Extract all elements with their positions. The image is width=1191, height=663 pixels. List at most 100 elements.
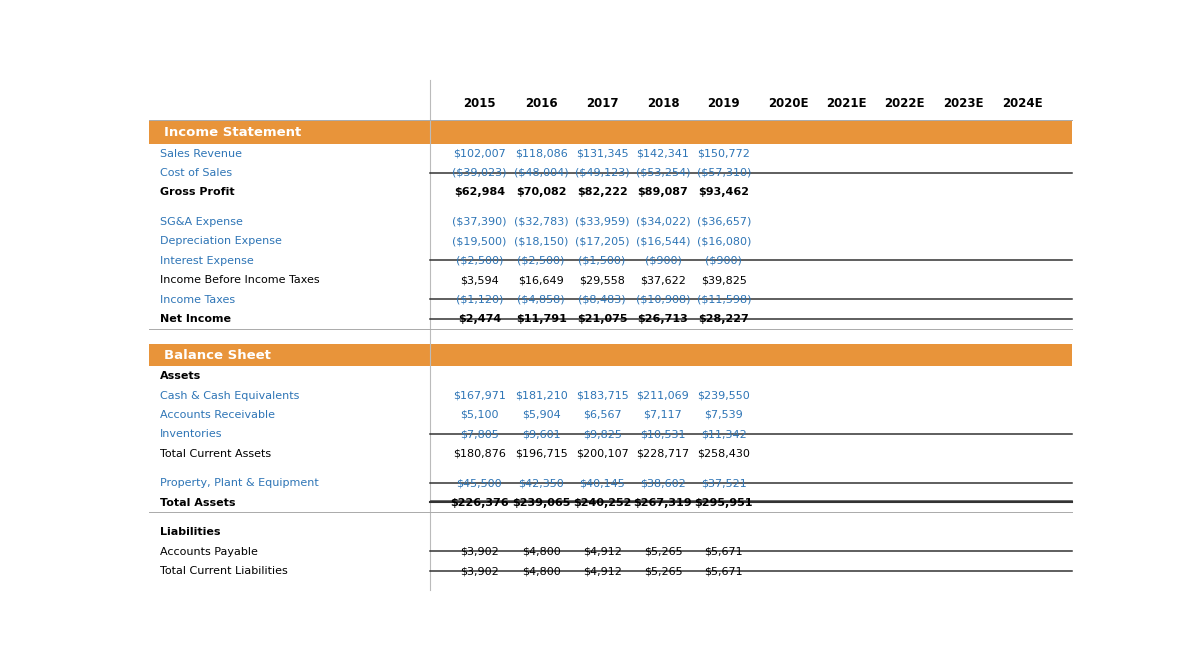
Text: $9,825: $9,825 — [582, 430, 622, 440]
Text: $295,951: $295,951 — [694, 498, 753, 508]
Text: $39,825: $39,825 — [701, 275, 747, 285]
Text: $102,007: $102,007 — [453, 149, 506, 158]
Text: ($57,310): ($57,310) — [697, 168, 752, 178]
Text: SG&A Expense: SG&A Expense — [160, 217, 243, 227]
Text: 2016: 2016 — [525, 97, 557, 111]
Text: $7,805: $7,805 — [460, 430, 499, 440]
Text: 2018: 2018 — [647, 97, 679, 111]
Text: $70,082: $70,082 — [516, 188, 567, 198]
Text: Sales Revenue: Sales Revenue — [160, 149, 242, 158]
Text: $239,550: $239,550 — [698, 391, 750, 400]
Text: Income Statement: Income Statement — [163, 126, 301, 139]
Text: ($2,500): ($2,500) — [456, 256, 503, 266]
Text: $200,107: $200,107 — [575, 449, 629, 459]
Text: 2022E: 2022E — [885, 97, 925, 111]
Text: $45,500: $45,500 — [456, 479, 503, 489]
Bar — [149, 121, 1072, 144]
Text: $180,876: $180,876 — [453, 449, 506, 459]
Text: 2015: 2015 — [463, 97, 495, 111]
Text: $5,265: $5,265 — [643, 547, 682, 557]
Text: Inventories: Inventories — [160, 430, 223, 440]
Text: $11,342: $11,342 — [701, 430, 747, 440]
Text: ($37,390): ($37,390) — [453, 217, 506, 227]
Text: $9,601: $9,601 — [522, 430, 561, 440]
Text: $93,462: $93,462 — [698, 188, 749, 198]
Text: $5,904: $5,904 — [522, 410, 561, 420]
Text: ($8,483): ($8,483) — [579, 294, 626, 304]
Text: $211,069: $211,069 — [637, 391, 690, 400]
Text: ($19,500): ($19,500) — [453, 237, 506, 247]
Text: ($11,598): ($11,598) — [697, 294, 752, 304]
Text: $5,671: $5,671 — [705, 566, 743, 576]
Text: ($17,205): ($17,205) — [575, 237, 629, 247]
Text: ($10,908): ($10,908) — [636, 294, 691, 304]
Text: ($33,959): ($33,959) — [575, 217, 629, 227]
Text: $258,430: $258,430 — [698, 449, 750, 459]
Text: $26,713: $26,713 — [637, 314, 688, 324]
Text: $150,772: $150,772 — [698, 149, 750, 158]
Text: $131,345: $131,345 — [575, 149, 629, 158]
Text: ($32,783): ($32,783) — [513, 217, 568, 227]
Text: $226,376: $226,376 — [450, 498, 509, 508]
Text: $16,649: $16,649 — [518, 275, 565, 285]
Text: $37,521: $37,521 — [701, 479, 747, 489]
Text: ($900): ($900) — [705, 256, 742, 266]
Text: Assets: Assets — [160, 371, 201, 381]
Text: Cash & Cash Equivalents: Cash & Cash Equivalents — [160, 391, 299, 400]
Text: $62,984: $62,984 — [454, 188, 505, 198]
Text: $142,341: $142,341 — [636, 149, 690, 158]
Text: $38,602: $38,602 — [640, 479, 686, 489]
Text: $11,791: $11,791 — [516, 314, 567, 324]
Text: Accounts Payable: Accounts Payable — [160, 547, 257, 557]
Text: $37,622: $37,622 — [640, 275, 686, 285]
Text: ($1,500): ($1,500) — [579, 256, 625, 266]
Text: Income Before Income Taxes: Income Before Income Taxes — [160, 275, 319, 285]
Text: Cost of Sales: Cost of Sales — [160, 168, 232, 178]
Text: $21,075: $21,075 — [576, 314, 628, 324]
Text: $7,117: $7,117 — [643, 410, 682, 420]
Text: $228,717: $228,717 — [636, 449, 690, 459]
Text: ($34,022): ($34,022) — [636, 217, 691, 227]
Text: 2024E: 2024E — [1002, 97, 1042, 111]
Text: $2,474: $2,474 — [457, 314, 501, 324]
Text: Liabilities: Liabilities — [160, 527, 220, 538]
Text: $6,567: $6,567 — [582, 410, 622, 420]
Text: $82,222: $82,222 — [576, 188, 628, 198]
Text: 2019: 2019 — [707, 97, 741, 111]
Text: 2023E: 2023E — [943, 97, 984, 111]
Text: $28,227: $28,227 — [699, 314, 749, 324]
Text: $3,594: $3,594 — [460, 275, 499, 285]
Text: Accounts Receivable: Accounts Receivable — [160, 410, 275, 420]
Text: $4,800: $4,800 — [522, 566, 561, 576]
Text: $42,350: $42,350 — [518, 479, 565, 489]
Text: $5,100: $5,100 — [460, 410, 499, 420]
Text: Total Current Liabilities: Total Current Liabilities — [160, 566, 288, 576]
Text: $5,671: $5,671 — [705, 547, 743, 557]
Text: ($900): ($900) — [644, 256, 681, 266]
Text: $240,252: $240,252 — [573, 498, 631, 508]
Text: ($18,150): ($18,150) — [515, 237, 568, 247]
Text: $89,087: $89,087 — [637, 188, 688, 198]
Text: $40,145: $40,145 — [579, 479, 625, 489]
Text: Net Income: Net Income — [160, 314, 231, 324]
Text: Total Assets: Total Assets — [160, 498, 236, 508]
Text: ($39,023): ($39,023) — [453, 168, 506, 178]
Text: ($16,544): ($16,544) — [636, 237, 691, 247]
Text: $167,971: $167,971 — [453, 391, 506, 400]
Text: $181,210: $181,210 — [515, 391, 568, 400]
Text: ($36,657): ($36,657) — [697, 217, 752, 227]
Text: $183,715: $183,715 — [575, 391, 629, 400]
Text: ($2,500): ($2,500) — [517, 256, 565, 266]
Text: ($1,120): ($1,120) — [456, 294, 503, 304]
Text: Depreciation Expense: Depreciation Expense — [160, 237, 282, 247]
Text: $7,539: $7,539 — [705, 410, 743, 420]
Text: $4,912: $4,912 — [582, 547, 622, 557]
Text: $3,902: $3,902 — [460, 547, 499, 557]
Text: $4,800: $4,800 — [522, 547, 561, 557]
Text: $118,086: $118,086 — [515, 149, 568, 158]
Text: $10,531: $10,531 — [641, 430, 686, 440]
Text: ($49,123): ($49,123) — [575, 168, 629, 178]
Text: ($16,080): ($16,080) — [697, 237, 752, 247]
Text: ($53,254): ($53,254) — [636, 168, 691, 178]
Text: Gross Profit: Gross Profit — [160, 188, 235, 198]
